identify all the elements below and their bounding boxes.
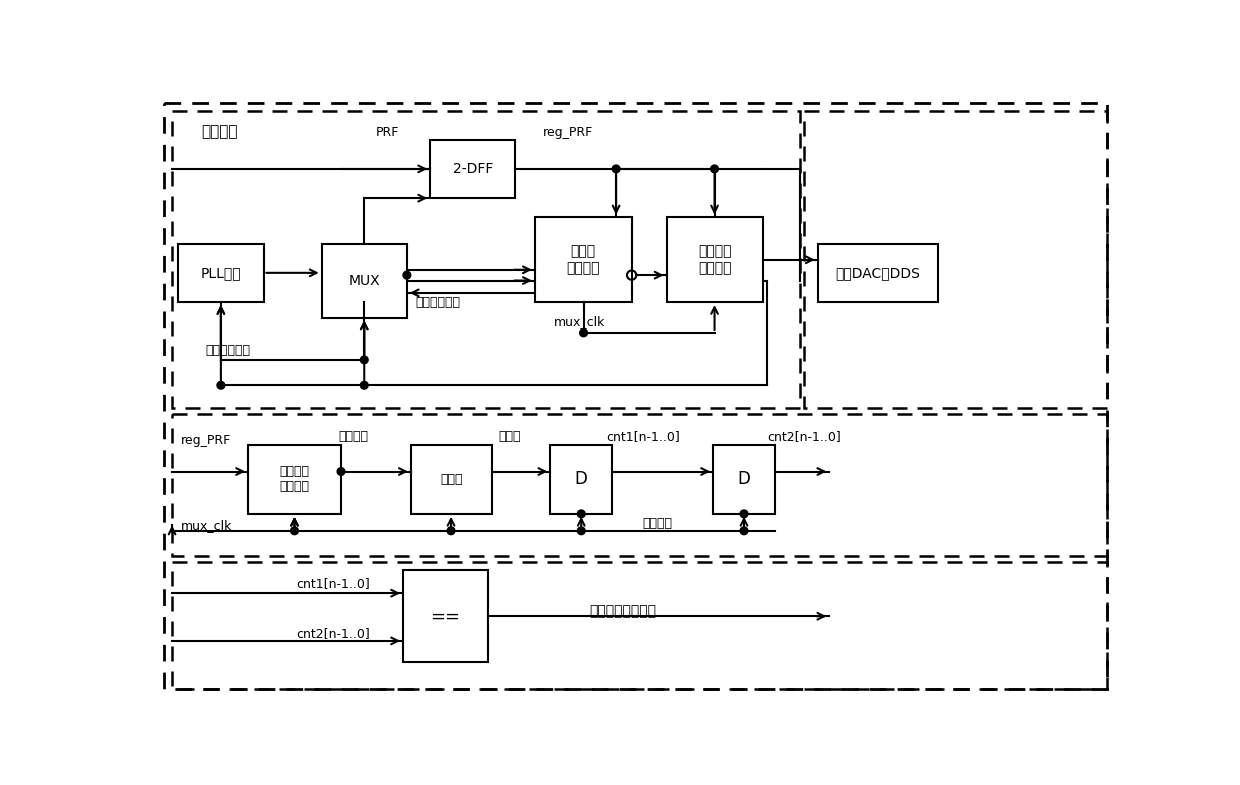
Bar (817, 244, 937, 302)
Circle shape (711, 165, 718, 173)
Bar (430, 141, 516, 198)
Bar (172, 414, 1107, 557)
Text: reg_PRF: reg_PRF (181, 434, 231, 447)
Text: 检测结果标识: 检测结果标识 (415, 296, 460, 309)
Text: 锁存使能: 锁存使能 (642, 517, 672, 531)
Text: cnt2[n-1..0]: cnt2[n-1..0] (768, 430, 841, 444)
Text: 计数值: 计数值 (498, 430, 521, 444)
Text: cnt1[n-1..0]: cnt1[n-1..0] (296, 577, 370, 590)
Circle shape (337, 468, 345, 476)
Bar (321, 244, 407, 317)
Circle shape (361, 356, 368, 363)
Text: 逻辑方案: 逻辑方案 (201, 124, 238, 139)
Text: D: D (738, 470, 750, 488)
Text: 外部DAC或DDS: 外部DAC或DDS (836, 266, 920, 280)
Text: 计数使能: 计数使能 (339, 430, 368, 444)
Circle shape (578, 527, 585, 535)
Text: mux_clk: mux_clk (554, 315, 605, 328)
Bar (179, 244, 263, 302)
Bar (172, 561, 1107, 688)
Circle shape (578, 510, 585, 517)
Circle shape (361, 382, 368, 389)
Circle shape (580, 329, 588, 337)
Text: 计数器: 计数器 (440, 473, 463, 486)
Bar (667, 217, 764, 302)
Bar (172, 111, 800, 407)
Text: MUX: MUX (348, 274, 381, 288)
Text: 波形数据
发送逻辑: 波形数据 发送逻辑 (698, 245, 732, 275)
Text: 本地逻辑时钟: 本地逻辑时钟 (206, 344, 250, 357)
Text: cnt1[n-1..0]: cnt1[n-1..0] (606, 430, 680, 444)
Text: 2-DFF: 2-DFF (453, 162, 494, 177)
Bar (551, 444, 613, 514)
Text: reg_PRF: reg_PRF (543, 126, 593, 139)
Circle shape (448, 527, 455, 535)
Bar (713, 444, 775, 514)
Bar (248, 444, 341, 514)
Circle shape (217, 382, 224, 389)
Circle shape (290, 527, 299, 535)
Circle shape (613, 165, 620, 173)
Text: PRF: PRF (376, 126, 399, 139)
Text: 检测结果标识置位: 检测结果标识置位 (589, 604, 656, 619)
Text: PLL移相: PLL移相 (201, 266, 242, 280)
Text: D: D (575, 470, 588, 488)
Text: cnt2[n-1..0]: cnt2[n-1..0] (296, 626, 370, 640)
Bar (534, 217, 631, 302)
Bar (805, 111, 1107, 407)
Circle shape (403, 272, 410, 279)
Text: ==: == (430, 608, 460, 626)
Text: mux_clk: mux_clk (181, 519, 232, 532)
Circle shape (740, 510, 748, 517)
Bar (403, 570, 489, 663)
Text: 亚稳态
检测逻辑: 亚稳态 检测逻辑 (567, 245, 600, 275)
Text: 取前沿单
周期宽度: 取前沿单 周期宽度 (279, 466, 310, 493)
Circle shape (740, 527, 748, 535)
Bar (410, 444, 492, 514)
